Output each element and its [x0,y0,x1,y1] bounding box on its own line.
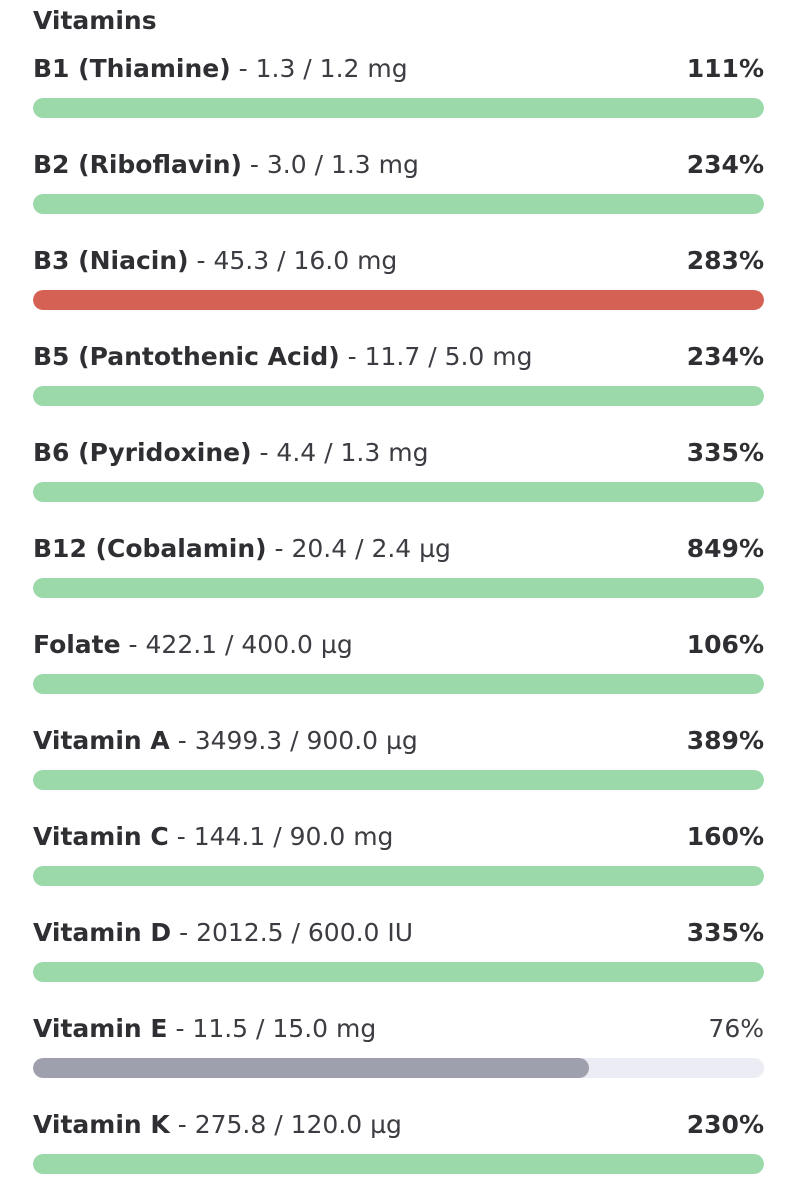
nutrient-amount: - 2012.5 / 600.0 IU [171,918,414,947]
nutrient-label: B3 (Niacin) - 45.3 / 16.0 mg [33,240,397,282]
nutrient-percent: 283% [686,246,764,275]
nutrient-row-vitamin-d: Vitamin D - 2012.5 / 600.0 IU 335% [33,912,764,1008]
nutrient-row-b2: B2 (Riboflavin) - 3.0 / 1.3 mg 234% [33,144,764,240]
progress-bar-fill [33,194,764,214]
nutrient-header: Vitamin K - 275.8 / 120.0 µg 230% [33,1104,764,1146]
nutrient-name: Vitamin K [33,1110,170,1139]
nutrient-amount: - 11.5 / 15.0 mg [167,1014,377,1043]
nutrient-percent: 849% [686,534,764,563]
nutrient-name: B5 (Pantothenic Acid) [33,342,340,371]
nutrient-row-folate: Folate - 422.1 / 400.0 µg 106% [33,624,764,720]
nutrient-percent: 160% [686,822,764,851]
progress-bar-fill [33,98,764,118]
nutrient-amount: - 422.1 / 400.0 µg [120,630,353,659]
progress-bar-track [33,482,764,502]
nutrient-amount: - 4.4 / 1.3 mg [251,438,429,467]
nutrient-amount: - 275.8 / 120.0 µg [169,1110,402,1139]
nutrient-amount: - 45.3 / 16.0 mg [188,246,398,275]
nutrient-header: Vitamin E - 11.5 / 15.0 mg 76% [33,1008,764,1050]
nutrient-row-vitamin-a: Vitamin A - 3499.3 / 900.0 µg 389% [33,720,764,816]
nutrient-header: B5 (Pantothenic Acid) - 11.7 / 5.0 mg 23… [33,336,764,378]
nutrient-row-b12: B12 (Cobalamin) - 20.4 / 2.4 µg 849% [33,528,764,624]
nutrient-label: B5 (Pantothenic Acid) - 11.7 / 5.0 mg [33,336,533,378]
nutrient-name: Vitamin C [33,822,169,851]
nutrient-name: B2 (Riboflavin) [33,150,242,179]
section-title: Vitamins [33,6,157,35]
nutrient-row-vitamin-e: Vitamin E - 11.5 / 15.0 mg 76% [33,1008,764,1104]
nutrient-label: Vitamin E - 11.5 / 15.0 mg [33,1008,376,1050]
nutrient-name: B1 (Thiamine) [33,54,231,83]
nutrient-label: Vitamin K - 275.8 / 120.0 µg [33,1104,402,1146]
nutrient-name: B6 (Pyridoxine) [33,438,252,467]
nutrient-row-b5: B5 (Pantothenic Acid) - 11.7 / 5.0 mg 23… [33,336,764,432]
nutrient-header: Vitamin C - 144.1 / 90.0 mg 160% [33,816,764,858]
progress-bar-fill [33,578,764,598]
progress-bar-fill [33,866,764,886]
nutrient-header: B6 (Pyridoxine) - 4.4 / 1.3 mg 335% [33,432,764,474]
progress-bar-track [33,386,764,406]
nutrient-name: Vitamin D [33,918,172,947]
progress-bar-track [33,194,764,214]
progress-bar-fill [33,290,764,310]
nutrient-percent: 230% [686,1110,764,1139]
nutrient-amount: - 1.3 / 1.2 mg [230,54,408,83]
nutrient-row-vitamin-c: Vitamin C - 144.1 / 90.0 mg 160% [33,816,764,912]
progress-bar-fill [33,1058,589,1078]
nutrient-row-b6: B6 (Pyridoxine) - 4.4 / 1.3 mg 335% [33,432,764,528]
nutrient-row-b1: B1 (Thiamine) - 1.3 / 1.2 mg 111% [33,48,764,144]
progress-bar-fill [33,482,764,502]
nutrient-header: Vitamin D - 2012.5 / 600.0 IU 335% [33,912,764,954]
nutrient-percent: 106% [686,630,764,659]
nutrient-percent: 389% [686,726,764,755]
nutrient-amount: - 20.4 / 2.4 µg [266,534,451,563]
nutrient-label: B2 (Riboflavin) - 3.0 / 1.3 mg [33,144,419,186]
progress-bar-track [33,962,764,982]
nutrient-header: B3 (Niacin) - 45.3 / 16.0 mg 283% [33,240,764,282]
progress-bar-track [33,1058,764,1078]
progress-bar-fill [33,1154,764,1174]
nutrient-label: Vitamin C - 144.1 / 90.0 mg [33,816,393,858]
nutrient-header: B2 (Riboflavin) - 3.0 / 1.3 mg 234% [33,144,764,186]
nutrient-percent: 234% [686,342,764,371]
nutrient-name: Vitamin A [33,726,170,755]
nutrient-amount: - 144.1 / 90.0 mg [168,822,394,851]
nutrient-header: B1 (Thiamine) - 1.3 / 1.2 mg 111% [33,48,764,90]
nutrient-percent: 234% [686,150,764,179]
progress-bar-track [33,98,764,118]
nutrient-percent: 335% [686,918,764,947]
nutrient-list: B1 (Thiamine) - 1.3 / 1.2 mg 111% B2 (Ri… [33,48,764,1200]
nutrient-percent: 111% [686,54,764,83]
nutrient-header: Folate - 422.1 / 400.0 µg 106% [33,624,764,666]
nutrient-amount: - 3499.3 / 900.0 µg [169,726,418,755]
nutrient-row-vitamin-k: Vitamin K - 275.8 / 120.0 µg 230% [33,1104,764,1200]
nutrient-percent: 335% [686,438,764,467]
nutrient-label: B6 (Pyridoxine) - 4.4 / 1.3 mg [33,432,428,474]
nutrient-name: Vitamin E [33,1014,168,1043]
progress-bar-track [33,866,764,886]
nutrient-name: B3 (Niacin) [33,246,189,275]
nutrient-label: Vitamin A - 3499.3 / 900.0 µg [33,720,418,762]
nutrient-header: B12 (Cobalamin) - 20.4 / 2.4 µg 849% [33,528,764,570]
nutrient-label: B1 (Thiamine) - 1.3 / 1.2 mg [33,48,408,90]
nutrient-label: B12 (Cobalamin) - 20.4 / 2.4 µg [33,528,451,570]
progress-bar-track [33,1154,764,1174]
nutrient-name: B12 (Cobalamin) [33,534,267,563]
nutrient-label: Folate - 422.1 / 400.0 µg [33,624,353,666]
nutrient-amount: - 11.7 / 5.0 mg [339,342,533,371]
progress-bar-fill [33,962,764,982]
progress-bar-track [33,290,764,310]
progress-bar-fill [33,674,764,694]
nutrient-name: Folate [33,630,121,659]
nutrient-amount: - 3.0 / 1.3 mg [241,150,419,179]
progress-bar-fill [33,386,764,406]
progress-bar-track [33,770,764,790]
progress-bar-track [33,674,764,694]
progress-bar-fill [33,770,764,790]
nutrient-percent: 76% [708,1014,764,1043]
nutrient-header: Vitamin A - 3499.3 / 900.0 µg 389% [33,720,764,762]
nutrient-label: Vitamin D - 2012.5 / 600.0 IU [33,912,413,954]
nutrient-row-b3: B3 (Niacin) - 45.3 / 16.0 mg 283% [33,240,764,336]
progress-bar-track [33,578,764,598]
